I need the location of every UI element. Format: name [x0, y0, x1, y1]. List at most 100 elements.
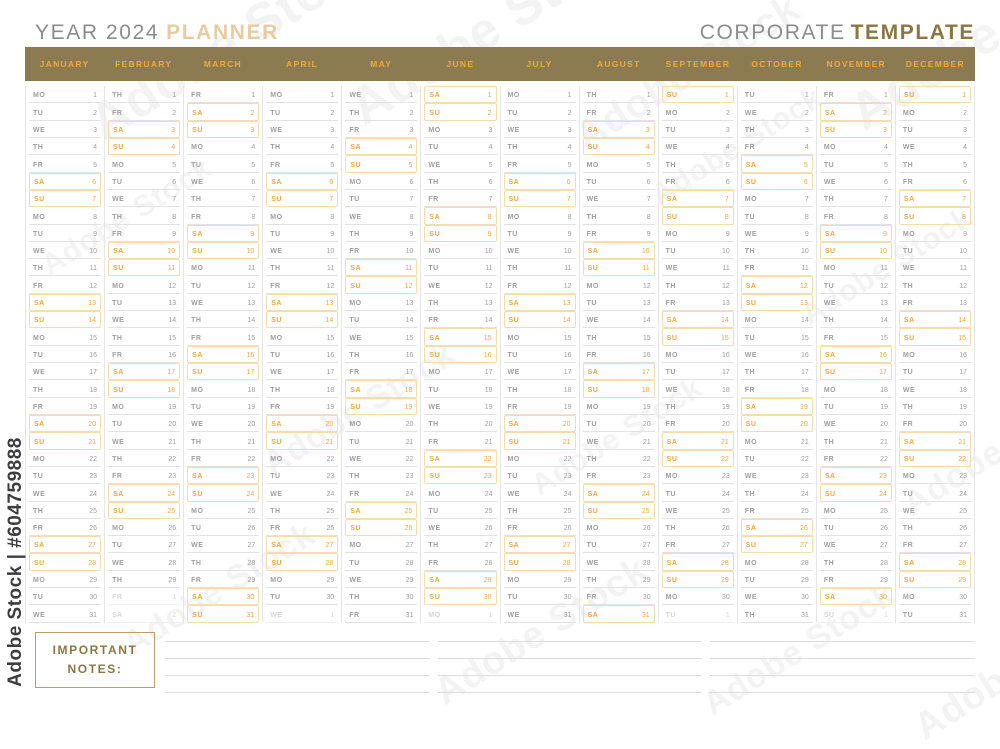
- day-cell: SU 24: [187, 484, 260, 502]
- day-cell: FR 5: [29, 155, 102, 173]
- day-cell: FR 27: [898, 536, 971, 554]
- day-number: 27: [484, 542, 493, 550]
- month-column-january: MO 1 TU 2 WE 3 TH 4 FR 5 SA 6 SU 7 MO 8 TU 9 WE 10 TH 11 FR 12 S…: [25, 86, 104, 623]
- day-number: 27: [405, 542, 414, 550]
- day-abbrev: TU: [270, 594, 281, 602]
- day-number: 29: [247, 577, 256, 585]
- day-cell: TH 21: [187, 432, 260, 450]
- day-number: 29: [483, 577, 492, 585]
- day-number: 8: [172, 213, 177, 221]
- important-notes-label-line1: IMPORTANT: [52, 643, 138, 658]
- day-cell: SA 24: [582, 484, 655, 502]
- day-number: 30: [483, 594, 492, 602]
- day-number: 3: [171, 126, 176, 134]
- day-number: 18: [563, 386, 572, 394]
- day-number: 6: [646, 178, 651, 186]
- day-cell: SU 17: [187, 363, 260, 381]
- day-number: 11: [247, 265, 256, 273]
- day-number: 19: [326, 403, 335, 411]
- day-cell: FR 20: [661, 415, 734, 433]
- notes-line: [437, 642, 703, 659]
- day-cell: MO 18: [187, 380, 260, 398]
- day-number: 25: [959, 507, 967, 515]
- day-abbrev: TH: [270, 507, 281, 515]
- day-abbrev: SU: [903, 455, 915, 463]
- day-abbrev: SA: [587, 611, 599, 619]
- day-abbrev: MO: [823, 507, 837, 515]
- day-number: 21: [562, 438, 571, 446]
- day-number: 28: [958, 559, 966, 567]
- day-cell: MO 30: [898, 588, 971, 606]
- notes-line: [710, 625, 976, 642]
- day-number: 27: [247, 542, 256, 550]
- day-number: 18: [167, 386, 176, 394]
- day-number: 8: [330, 213, 335, 221]
- day-cell: MO 19: [108, 398, 181, 415]
- day-number: 4: [725, 144, 730, 152]
- day-number: 17: [89, 369, 98, 377]
- day-abbrev: WE: [586, 317, 599, 325]
- day-number: 1: [646, 92, 651, 100]
- day-cell: SA 1: [424, 86, 497, 104]
- month-header-july: JULY: [526, 59, 553, 69]
- day-cell: TH 19: [661, 398, 734, 415]
- day-abbrev: SA: [666, 559, 678, 567]
- day-number: 10: [484, 248, 493, 256]
- day-cell: WE 5: [424, 155, 497, 173]
- day-number: 3: [725, 126, 730, 134]
- day-abbrev: MO: [665, 352, 678, 359]
- day-abbrev: SA: [34, 300, 45, 308]
- day-number: 26: [168, 525, 177, 533]
- day-abbrev: TU: [823, 282, 835, 290]
- day-cell: MO 20: [345, 415, 418, 433]
- day-abbrev: FR: [665, 542, 676, 550]
- day-abbrev: WE: [744, 352, 758, 359]
- day-cell: TH 18: [266, 380, 339, 398]
- day-number: 23: [168, 473, 177, 481]
- day-number: 10: [246, 248, 255, 256]
- day-cell: WE 8: [345, 207, 418, 225]
- day-cell: SU 2: [424, 103, 497, 121]
- day-abbrev: TU: [586, 300, 597, 308]
- day-number: 8: [93, 213, 98, 221]
- day-number: 23: [89, 473, 98, 481]
- day-number: 16: [168, 352, 177, 359]
- day-number: 29: [720, 577, 729, 585]
- day-number: 31: [801, 611, 809, 619]
- day-cell: TU 22: [740, 450, 813, 467]
- day-number: 16: [483, 352, 492, 359]
- day-abbrev: SU: [508, 196, 520, 204]
- day-cell: SU 24: [819, 484, 892, 502]
- day-cell: SU 31: [187, 605, 260, 623]
- day-number: 2: [172, 109, 177, 117]
- day-abbrev: SA: [34, 178, 45, 186]
- day-cell-next-month: TU 1: [661, 605, 734, 623]
- day-abbrev: TU: [349, 438, 360, 446]
- day-cell: WE 7: [108, 190, 181, 208]
- day-cell: TH 29: [108, 571, 181, 589]
- day-cell: TU 25: [424, 502, 497, 519]
- day-abbrev: MO: [112, 403, 125, 411]
- day-abbrev: TU: [665, 611, 676, 619]
- day-cell: FR 13: [898, 294, 971, 312]
- day-number: 18: [721, 386, 730, 394]
- day-cell: TH 1: [582, 86, 655, 104]
- day-abbrev: SU: [113, 144, 124, 152]
- day-number: 3: [330, 126, 335, 134]
- day-number: 2: [250, 109, 255, 117]
- day-abbrev: SA: [429, 455, 441, 463]
- day-cell: MO 3: [424, 121, 497, 138]
- day-number: 20: [642, 421, 651, 429]
- day-number: 10: [89, 248, 98, 256]
- day-cell: TU 19: [187, 398, 260, 415]
- day-abbrev: MO: [33, 577, 46, 585]
- day-abbrev: FR: [428, 317, 439, 325]
- day-number: 9: [93, 230, 98, 238]
- day-abbrev: TU: [33, 352, 44, 359]
- day-abbrev: WE: [902, 386, 916, 394]
- day-abbrev: SU: [429, 594, 441, 602]
- day-number: 13: [247, 300, 256, 308]
- day-abbrev: TU: [428, 507, 439, 515]
- day-abbrev: TU: [349, 559, 360, 567]
- day-number: 24: [721, 490, 730, 498]
